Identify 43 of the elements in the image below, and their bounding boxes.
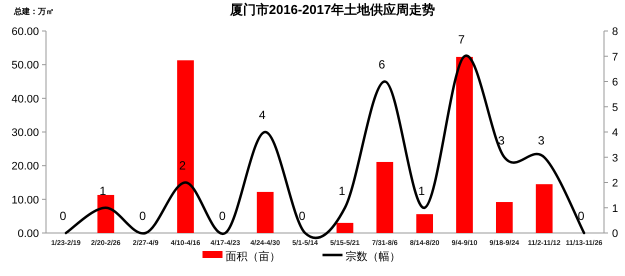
data-label: 3 <box>538 133 545 148</box>
y2-tick-label: 0 <box>612 228 618 240</box>
data-label: 0 <box>578 209 585 223</box>
data-label: 1 <box>99 184 106 198</box>
legend-label: 面积（亩） <box>226 250 280 263</box>
y-axis-title: 总建：万㎡ <box>13 7 54 16</box>
y-tick-label: 10.00 <box>11 194 39 206</box>
bar <box>336 222 354 233</box>
data-label: 0 <box>60 209 67 223</box>
legend-label: 宗数（幅） <box>346 250 400 263</box>
bar <box>536 184 553 233</box>
y2-tick-label: 7 <box>612 51 618 64</box>
y2-tick-label: 4 <box>612 127 618 139</box>
y-tick-label: 30.00 <box>11 127 39 139</box>
data-label: 1 <box>418 184 426 198</box>
chart-title: 厦门市2016-2017年土地供应周走势 <box>228 2 436 17</box>
y2-tick-label: 1 <box>612 202 618 215</box>
y2-tick-label: 6 <box>612 76 618 88</box>
data-label: 0 <box>298 209 306 223</box>
bar <box>376 162 394 233</box>
y-tick-label: 40.00 <box>11 93 39 106</box>
y2-tick-label: 5 <box>612 102 618 114</box>
data-label: 0 <box>139 209 146 223</box>
data-label: 4 <box>258 108 266 122</box>
data-label: 7 <box>458 32 466 46</box>
bar <box>97 194 114 233</box>
y-tick-label: 0.00 <box>18 228 39 240</box>
y2-tick-label: 2 <box>612 178 618 190</box>
bar <box>456 56 473 233</box>
y-tick-label: 50.00 <box>11 60 39 72</box>
bar <box>496 202 513 233</box>
bar <box>416 214 434 233</box>
data-label: 1 <box>338 184 346 198</box>
data-label: 3 <box>498 133 506 148</box>
y2-tick-label: 8 <box>612 26 618 38</box>
y2-tick-label: 3 <box>612 152 618 164</box>
y-tick-label: 60.00 <box>11 26 39 38</box>
data-label: 0 <box>219 209 226 223</box>
y-tick-label: 20.00 <box>11 160 39 173</box>
bar <box>177 60 194 233</box>
data-label: 6 <box>378 58 386 72</box>
bar <box>256 192 274 233</box>
data-label: 2 <box>179 158 186 172</box>
